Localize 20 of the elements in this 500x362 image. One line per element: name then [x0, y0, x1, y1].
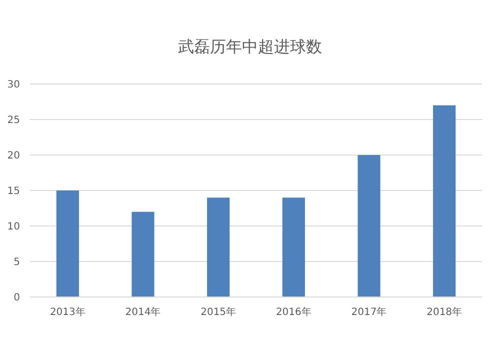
x-tick-label: 2013年 [50, 306, 86, 318]
x-tick-label: 2015年 [200, 306, 236, 318]
bar [433, 105, 456, 297]
bar [207, 198, 230, 297]
bar [132, 212, 154, 297]
y-tick-label: 0 [14, 292, 20, 304]
x-tick-label: 2014年 [125, 306, 161, 318]
y-tick-label: 10 [7, 222, 20, 232]
bar [56, 190, 79, 297]
y-tick-label: 25 [7, 115, 20, 126]
bar [282, 198, 305, 297]
y-tick-label: 30 [7, 80, 20, 90]
x-tick-label: 2018年 [426, 306, 462, 318]
bar [358, 155, 380, 297]
y-tick-label: 5 [14, 257, 20, 268]
y-tick-label: 15 [7, 186, 20, 197]
x-tick-label: 2016年 [276, 306, 312, 318]
chart-title: 武磊历年中超进球数 [178, 37, 322, 56]
x-tick-label: 2017年 [351, 306, 387, 318]
y-tick-label: 20 [7, 150, 20, 162]
